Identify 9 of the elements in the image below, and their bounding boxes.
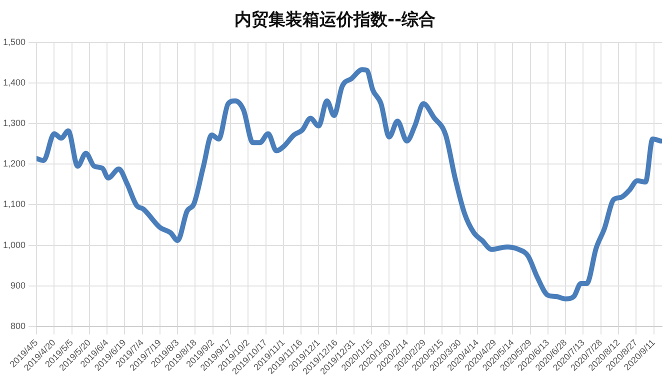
y-tick-label: 1,500 xyxy=(2,36,26,47)
y-tick-label: 1,100 xyxy=(2,199,26,210)
y-tick-label: 800 xyxy=(10,320,26,331)
y-tick-label: 1,400 xyxy=(2,77,26,88)
y-tick-label: 900 xyxy=(10,280,26,290)
y-tick-label: 1,000 xyxy=(2,240,26,250)
y-tick-label: 1,200 xyxy=(2,158,26,169)
chart-title: 内贸集装箱运价指数--综合 xyxy=(233,9,437,32)
y-tick-label: 1,300 xyxy=(2,118,26,128)
